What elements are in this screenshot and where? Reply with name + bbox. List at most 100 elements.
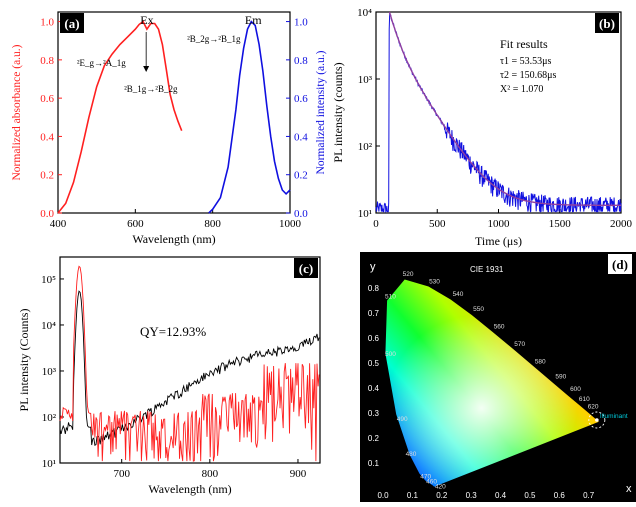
y-tick-label-right: 0.0 [294,208,308,220]
y-tick-label-left: 0.6 [40,93,54,105]
wavelength-label: 530 [429,279,440,286]
y-tick-label: 0.4 [368,384,380,393]
x-axis-label: x [626,483,632,495]
x-tick-label: 1000 [279,218,302,230]
wavelength-label: 460 [426,479,437,486]
y-tick-label: 10⁵ [41,274,56,286]
y-tick-label: 10² [42,412,57,424]
y-tick-label: 0.7 [368,309,380,318]
fit-result-line: τ2 = 150.68μs [500,70,557,81]
x-tick-label: 900 [290,468,307,480]
wavelength-label: 520 [403,271,414,278]
plot-frame [57,11,291,214]
panel-label-box [294,258,318,278]
panel-label-box [608,254,632,274]
y-axis-label: y [370,261,376,273]
wavelength-label: 580 [535,359,546,366]
wavelength-label: 500 [385,351,396,358]
x-tick-label: 0.4 [495,491,507,500]
wavelength-label: 600 [570,386,581,393]
wavelength-label: 560 [494,324,505,331]
x-tick-label: 400 [50,218,67,230]
x-axis-label: Wavelength (nm) [132,232,215,246]
series-line-emission [208,20,291,214]
y-tick-label: 10⁴ [357,7,372,19]
y-tick-label: 10² [358,141,373,153]
fit-title: Fit results [500,37,548,51]
x-tick-label: 0.1 [407,491,419,500]
y-tick-label: 10³ [358,74,373,86]
panel-c: 700 800 900 10¹ 10² 10³ 10⁴ 10⁵ Wavelength (nm) P… [17,256,321,496]
arrow-head [143,66,150,72]
y-tick-label-left: 0.4 [40,131,54,143]
series-line-red [59,265,320,462]
y-tick-label: 10³ [42,366,57,378]
x-tick-label: 600 [127,218,144,230]
panel-label: (d) [612,257,628,272]
wavelength-label: 470 [420,474,431,481]
x-axis-label: Wavelength (nm) [148,482,231,496]
x-tick-label: 800 [204,218,221,230]
panel-d: 0.0 0.1 0.2 0.3 0.4 0.5 0.6 0.7 0.1 0.2 0.3 0.4 0.5 0… [360,252,636,502]
x-axis-label: Time (μs) [475,234,522,248]
y-tick-label: 10¹ [358,208,372,220]
transition-label-1: ²E_g→²A_1g [77,58,126,68]
x-tick-label: 0.5 [524,491,536,500]
wavelength-label: 610 [579,396,590,403]
panel-label: (c) [299,261,313,276]
y-tick-label-right: 1.0 [294,17,308,29]
decay-data-line [375,12,622,214]
y-tick-label: 10⁴ [41,320,56,332]
panel-label: (a) [64,16,79,31]
x-tick-label: 0.0 [377,491,389,500]
em-annotation: Em [245,13,262,27]
x-tick-label: 0.2 [436,491,448,500]
y-tick-label: 10¹ [42,458,56,470]
y-tick-label: 0.8 [368,284,380,293]
x-tick-label: 0 [373,218,379,230]
y-axis-label: PL intensity (Counts) [17,309,31,412]
wavelength-label: 570 [514,341,525,348]
point-marker [595,418,599,422]
wavelength-label: 510 [385,294,396,301]
point-circle [588,411,606,429]
wavelength-label: 590 [555,374,566,381]
transition-label-3: ²B_2g→²B_1g [187,34,241,44]
x-tick-label: 700 [113,468,130,480]
x-tick-label: 800 [202,468,219,480]
y-axis-label: PL intensity (counts) [331,62,345,162]
wavelength-label: 540 [453,291,464,298]
y-tick-label: 0.5 [368,359,380,368]
y-tick-label-right: 0.6 [294,93,308,105]
fit-result-line: τ1 = 53.53μs [500,56,552,67]
y-tick-label: 0.3 [368,409,380,418]
wavelength-label: 420 [435,484,446,491]
x-tick-label: 2000 [610,218,633,230]
x-tick-label: 1000 [488,218,511,230]
x-tick-label: 0.7 [583,491,595,500]
qy-annotation: QY=12.93% [140,324,206,339]
x-tick-label: 0.6 [554,491,566,500]
wavelength-label: 550 [473,306,484,313]
y-tick-label: 0.1 [368,459,380,468]
cie-title: CIE 1931 [470,265,504,274]
ex-annotation: Ex [140,13,153,27]
y-tick-label-left: 1.0 [40,17,54,29]
y-tick-label: 0.6 [368,334,380,343]
y-tick-label-right: 0.4 [294,131,308,143]
y-axis-label-right: Normalized intensity (a.u.) [315,50,327,174]
wavelength-label: 480 [406,451,417,458]
point-label: Illuminant [600,413,628,420]
y-tick-label-left: 0.8 [40,55,54,67]
panel-label-box [60,13,84,33]
x-tick-label: 500 [429,218,446,230]
y-tick-label-right: 0.8 [294,55,308,67]
y-tick-label-left: 0.2 [40,170,54,182]
fit-curve [388,11,621,207]
x-tick-label: 0.3 [466,491,478,500]
y-axis-label-left: Normalized absorbance (a.u.) [11,44,23,180]
wavelength-label: 490 [397,416,408,423]
plot-frame [59,256,321,464]
y-tick-label: 0.2 [368,434,380,443]
